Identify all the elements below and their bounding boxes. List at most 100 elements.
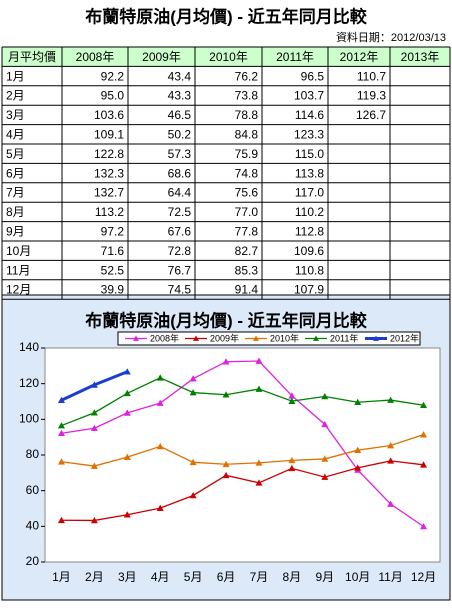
legend-box <box>117 331 421 346</box>
table-cell: 110.8 <box>295 263 324 277</box>
point <box>57 516 65 524</box>
series-line <box>61 434 424 467</box>
table-cell: 57.3 <box>168 147 192 161</box>
series-line <box>61 460 424 522</box>
table-header: 2011年 <box>276 50 314 64</box>
table-cell: 126.7 <box>356 108 386 122</box>
table-cell: 109.6 <box>294 244 324 258</box>
table-cell: 72.8 <box>168 244 192 258</box>
table-cell: 132.3 <box>94 166 124 180</box>
point <box>189 389 197 396</box>
point <box>57 429 65 437</box>
legend-label: 2010年 <box>270 332 299 343</box>
table-cell: 75.9 <box>235 147 259 161</box>
table-cell: 110.7 <box>357 69 386 83</box>
table-cell: 110.2 <box>295 205 324 219</box>
point <box>321 473 329 480</box>
table-cell: 92.2 <box>101 69 125 83</box>
table-cell: 43.3 <box>168 89 192 103</box>
table-cell: 77.0 <box>235 205 259 219</box>
y-tick-label: 100 <box>19 412 39 426</box>
point <box>255 357 263 364</box>
point <box>288 456 296 464</box>
table-cell: 9月 <box>6 224 25 238</box>
point <box>420 461 428 468</box>
point <box>189 375 197 382</box>
table-cell: 103.6 <box>94 108 124 122</box>
point <box>354 398 362 406</box>
point <box>189 491 197 499</box>
series-line <box>61 360 424 528</box>
point <box>354 464 362 471</box>
table-cell: 84.8 <box>235 127 259 141</box>
point <box>222 471 230 479</box>
x-tick-label: 7月 <box>250 570 269 584</box>
point <box>354 446 362 453</box>
legend-marker <box>313 335 319 341</box>
table-cell: 7月 <box>6 186 25 200</box>
point <box>90 516 98 524</box>
table-cell: 8月 <box>6 205 25 219</box>
table-cell: 96.5 <box>301 69 325 83</box>
y-tick-label: 60 <box>26 483 40 497</box>
point <box>321 420 329 428</box>
point <box>288 392 296 399</box>
point <box>90 462 98 469</box>
point <box>255 479 263 486</box>
table-cell: 115.0 <box>295 147 324 161</box>
table-cell: 64.4 <box>168 186 192 200</box>
legend-label: 2011年 <box>330 332 358 343</box>
table-cell: 123.3 <box>294 127 324 141</box>
table-cell: 109.1 <box>94 127 124 141</box>
point <box>420 523 428 530</box>
legend-label: 2008年 <box>150 332 179 343</box>
legend-label: 2012年 <box>390 332 419 343</box>
point <box>387 442 395 449</box>
x-tick-label: 11月 <box>378 570 402 584</box>
table-cell: 74.5 <box>168 283 192 297</box>
table-cell: 67.6 <box>168 224 192 238</box>
table-cell: 112.8 <box>295 224 324 238</box>
table-cell: 97.2 <box>101 224 125 238</box>
x-tick-label: 1月 <box>52 570 71 584</box>
table-cell: 82.7 <box>235 244 259 258</box>
table-cell: 5月 <box>6 147 25 161</box>
table-cell: 72.5 <box>168 205 192 219</box>
table-cell: 73.8 <box>235 89 259 103</box>
point <box>288 464 296 472</box>
point <box>387 396 395 403</box>
table-cell: 71.6 <box>101 244 125 258</box>
table-cell: 10月 <box>6 244 31 258</box>
x-tick-label: 10月 <box>345 570 370 584</box>
table-cell: 11月 <box>6 263 30 277</box>
table-title: 布蘭特原油(月均價) - 近五年同月比較 <box>85 6 367 26</box>
point <box>321 455 329 462</box>
table-cell: 12月 <box>6 283 31 297</box>
plot-area <box>44 347 441 563</box>
y-tick-label: 20 <box>26 554 40 568</box>
point <box>222 391 230 398</box>
point <box>321 393 329 400</box>
table-cell: 75.6 <box>235 186 259 200</box>
table-cell: 3月 <box>6 108 25 122</box>
table-cell: 46.5 <box>168 108 192 122</box>
point <box>288 397 296 404</box>
x-tick-label: 6月 <box>217 570 236 584</box>
point <box>123 511 131 518</box>
point <box>255 459 263 466</box>
x-tick-label: 3月 <box>118 570 137 584</box>
point <box>90 381 98 388</box>
point <box>123 368 131 375</box>
point <box>123 453 131 460</box>
y-tick-label: 140 <box>19 340 39 354</box>
table-header: 2009年 <box>142 50 181 64</box>
table-cell: 76.2 <box>235 69 259 83</box>
table-cell: 6月 <box>6 166 25 180</box>
point <box>90 409 98 416</box>
point <box>123 389 131 397</box>
point <box>222 358 230 365</box>
point <box>255 385 263 392</box>
table-cell: 76.7 <box>168 263 192 277</box>
point <box>387 500 395 507</box>
